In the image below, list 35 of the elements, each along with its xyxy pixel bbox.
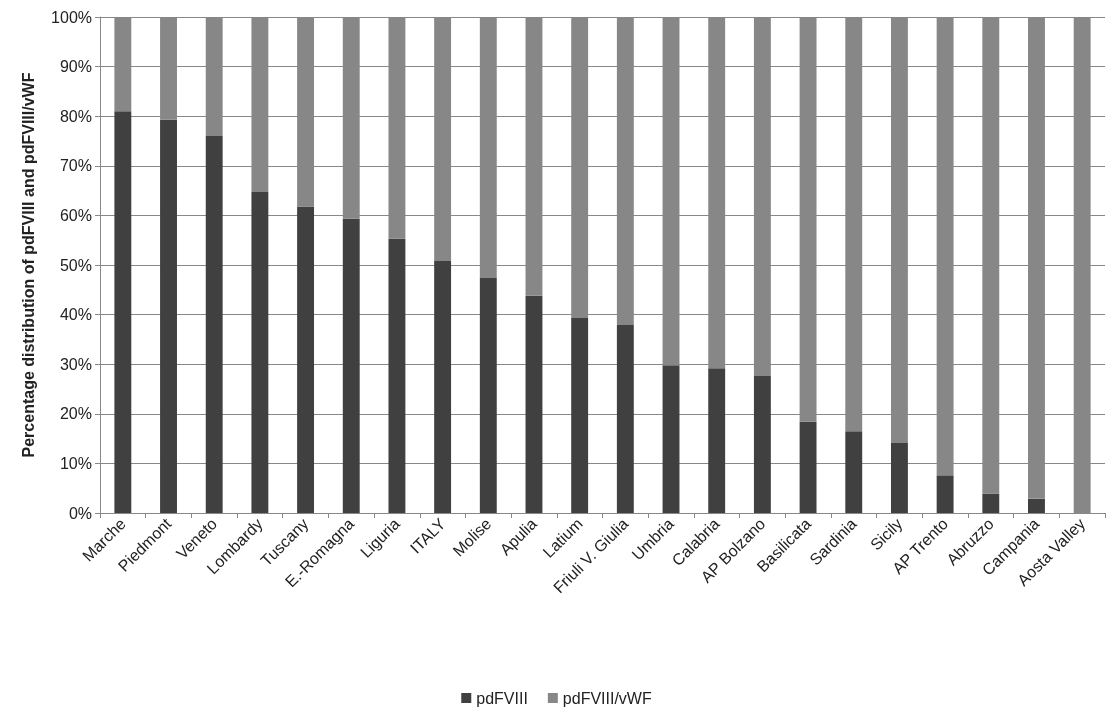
y-tick-label: 10% [59,454,92,472]
y-tick-label: 90% [59,58,92,76]
bar [890,443,908,513]
bar [434,261,452,513]
y-tick-label: 60% [59,206,92,224]
bar [936,475,954,513]
y-tick-label: 40% [59,306,92,324]
y-tick-label: 70% [59,157,92,175]
bar [205,136,223,513]
bar [571,318,589,513]
bar [1028,498,1045,513]
bar [708,368,726,513]
bar [845,431,863,513]
bar [342,218,360,513]
bar [753,376,771,513]
bar [388,238,406,513]
y-tick-label: 50% [59,256,92,274]
y-tick-label: 20% [59,405,92,423]
bar [662,365,680,513]
y-tick-label: 80% [59,107,92,125]
legend-label: pdFVIII/vWF [562,689,652,707]
y-tick-label: 30% [59,355,92,373]
bar [114,111,132,513]
bar [982,493,1000,513]
y-tick-label: 0% [68,504,92,522]
bar [525,295,543,513]
bar [297,206,315,513]
y-tick-label: 100% [51,8,92,26]
y-axis-title: Percentage distribution of pdFVIII and pdFVIII/vWF [20,72,37,458]
bar [160,119,177,513]
bar [479,277,497,513]
bar [616,325,634,513]
legend-label: pdFVIII [476,689,528,707]
bar [251,192,269,513]
bar [799,421,817,513]
